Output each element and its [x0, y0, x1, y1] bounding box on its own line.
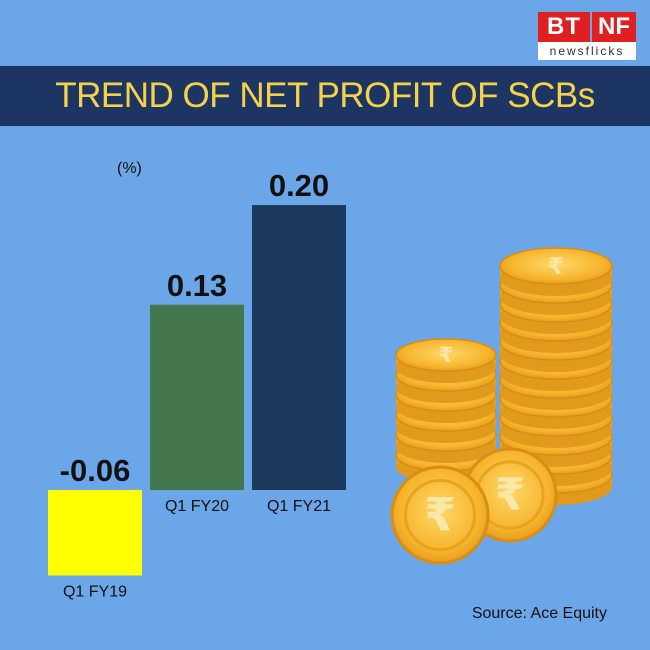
- logo-bt: BT: [538, 12, 590, 42]
- value-label: 0.20: [269, 168, 329, 203]
- unit-label: (%): [117, 160, 142, 177]
- source-note: Source: Ace Equity: [471, 605, 607, 622]
- svg-text:₹: ₹: [424, 487, 456, 541]
- bar-q1-fy21: [252, 205, 346, 490]
- svg-text:₹: ₹: [439, 343, 454, 367]
- value-label: -0.06: [60, 453, 131, 488]
- logo-nf: NF: [592, 12, 636, 42]
- category-label: Q1 FY21: [267, 498, 331, 515]
- logo-tagline: newsflicks: [538, 42, 636, 60]
- chart-title: TREND OF NET PROFIT OF SCBs: [55, 76, 595, 115]
- rupee-coin-icon: ₹ ₹ ₹ ₹: [390, 247, 613, 565]
- value-label: 0.13: [167, 268, 227, 303]
- bar-q1-fy20: [150, 304, 244, 490]
- bt-newsflicks-logo: BT NF newsflicks: [538, 12, 636, 60]
- bar-q1-fy19: [48, 490, 142, 576]
- category-label: Q1 FY20: [165, 498, 229, 515]
- svg-text:₹: ₹: [548, 254, 564, 280]
- title-banner: TREND OF NET PROFIT OF SCBs: [0, 66, 650, 126]
- category-label: Q1 FY19: [63, 584, 127, 601]
- svg-text:₹: ₹: [495, 470, 526, 521]
